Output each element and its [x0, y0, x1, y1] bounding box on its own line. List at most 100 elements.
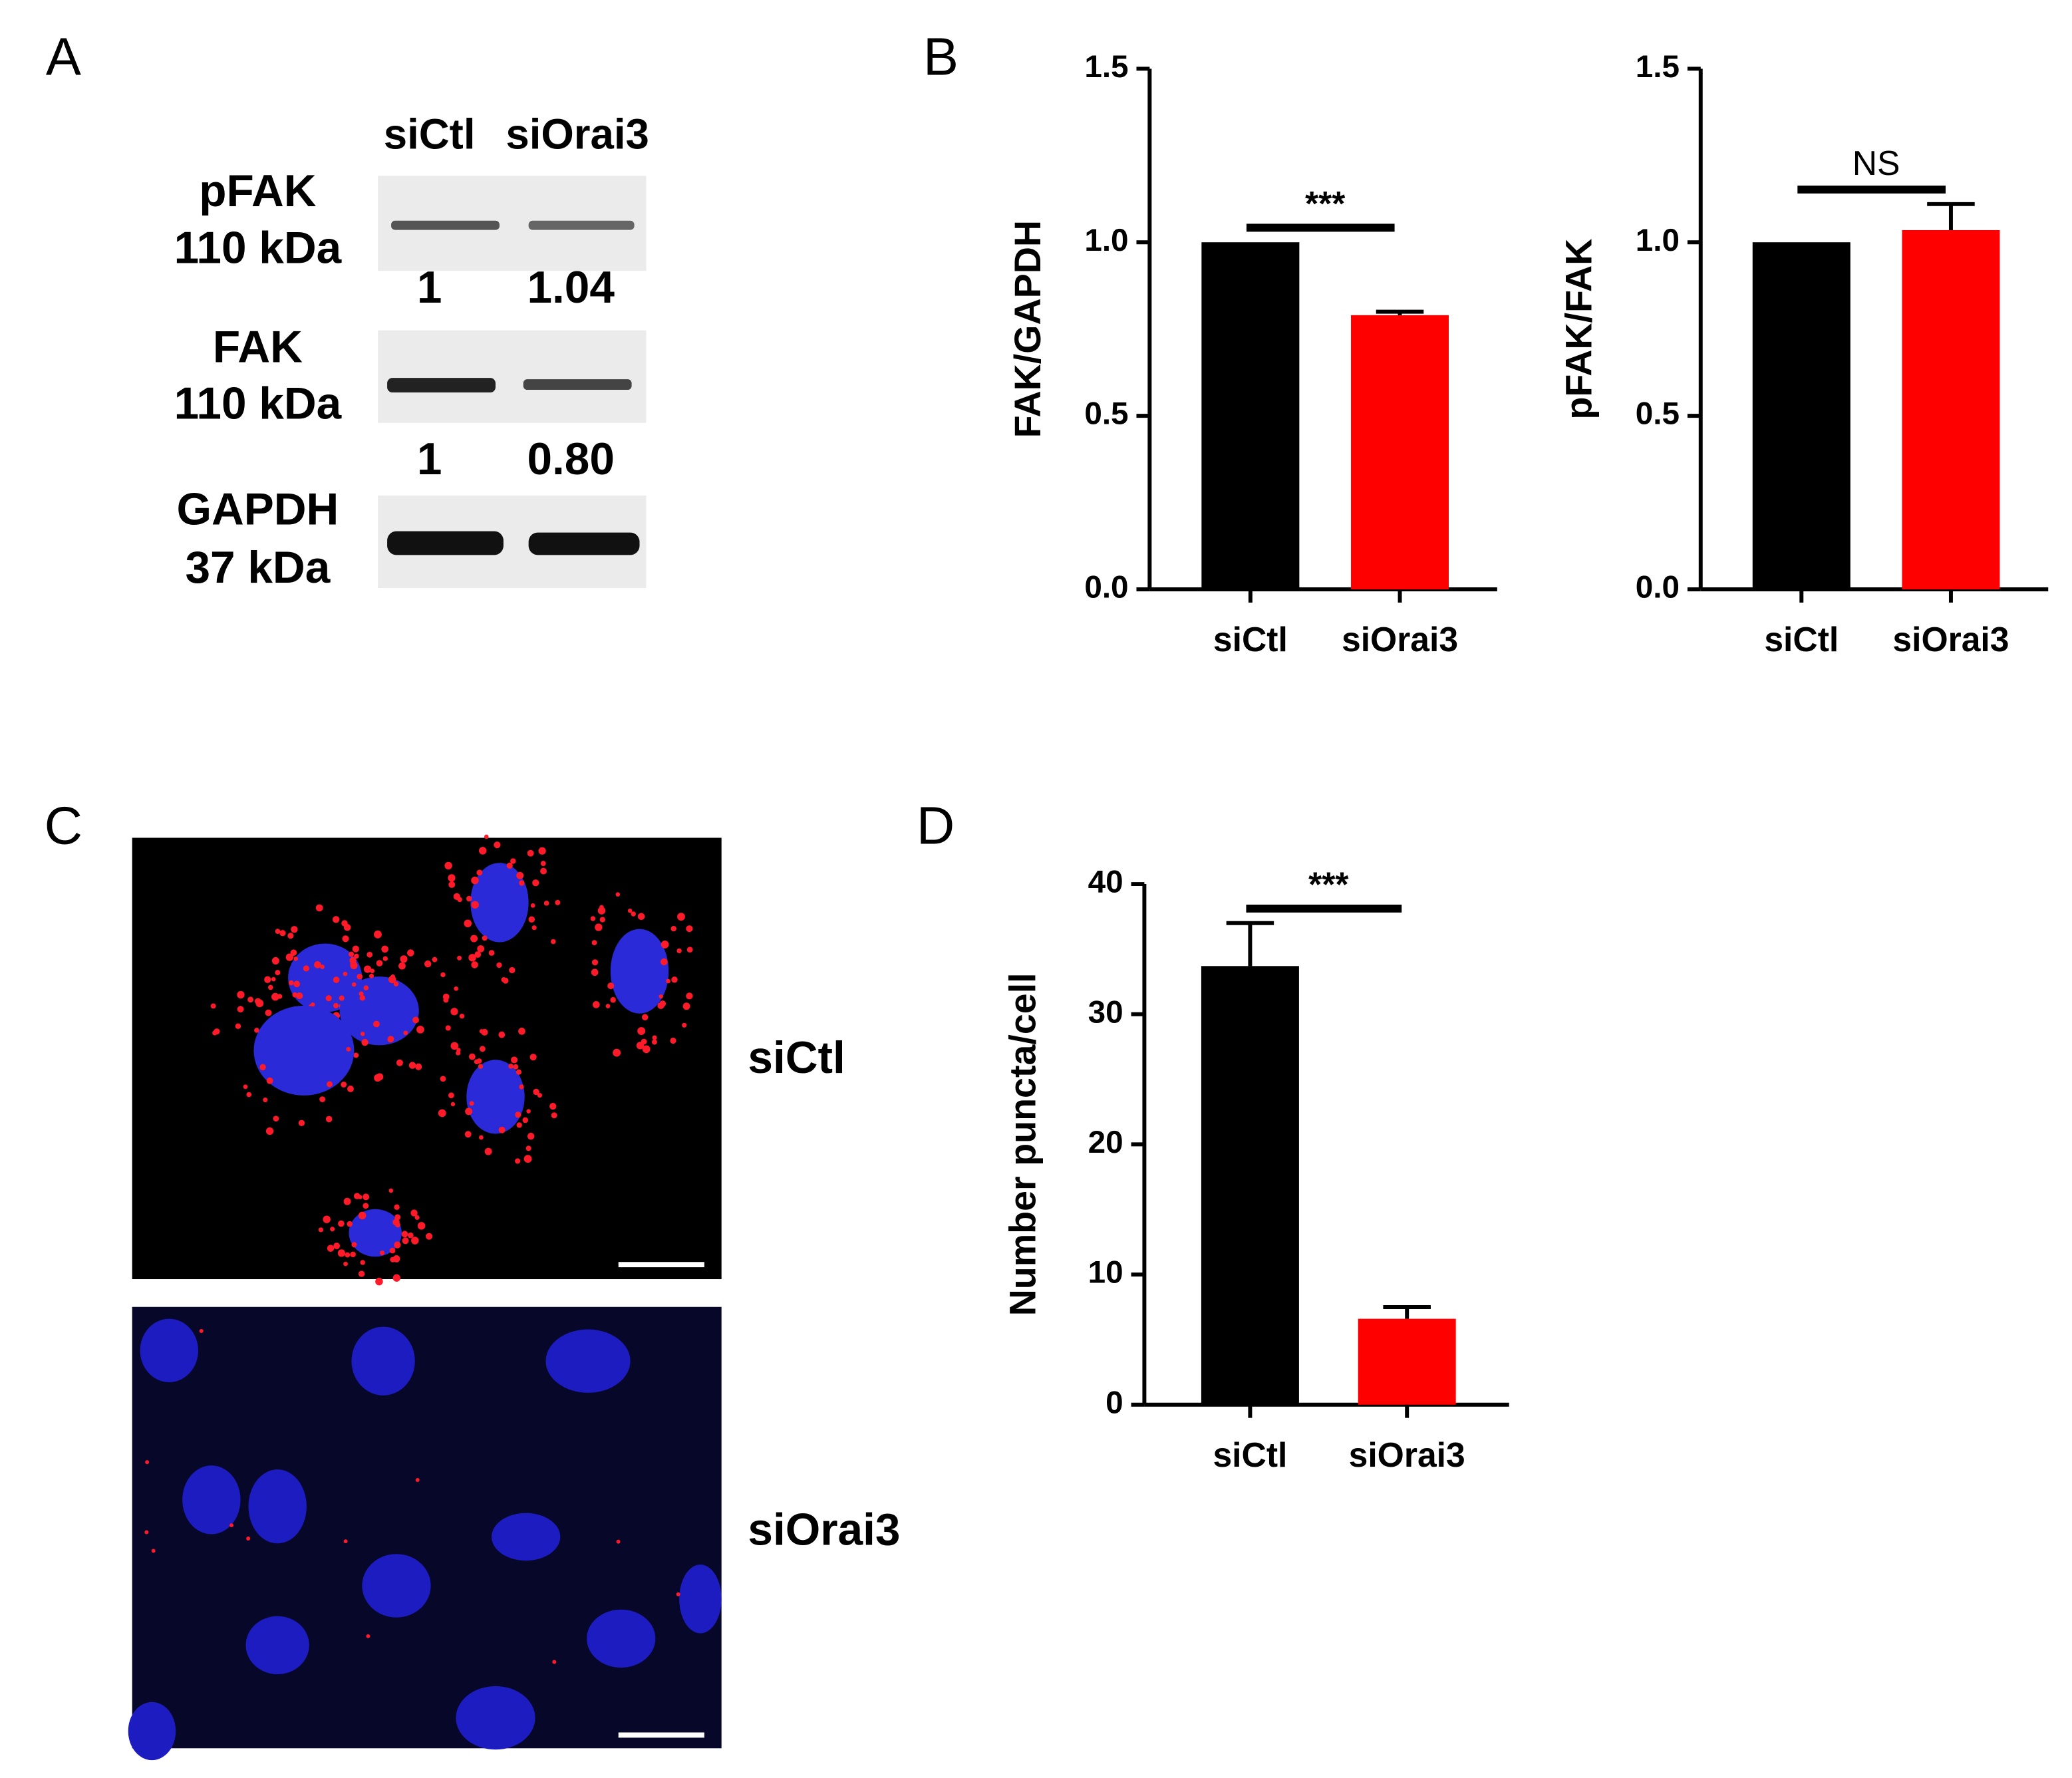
nucleus [339, 976, 419, 1046]
puncta [320, 964, 325, 969]
puncta [390, 974, 395, 979]
y-tick-label: 0.5 [1084, 396, 1128, 432]
significance-label: *** [1305, 184, 1346, 223]
micrograph [132, 834, 722, 1286]
puncta [444, 861, 452, 870]
puncta [341, 1082, 347, 1088]
puncta [393, 981, 399, 986]
blot-size: 110 kDa [174, 379, 342, 429]
puncta [319, 1096, 326, 1103]
panel-letter: D [917, 796, 955, 855]
puncta [543, 900, 549, 906]
puncta [347, 1221, 353, 1227]
puncta [527, 1132, 535, 1140]
puncta [263, 1098, 268, 1103]
x-tick-label: siOrai3 [1349, 1435, 1465, 1474]
puncta [464, 1131, 472, 1138]
puncta [551, 1112, 557, 1119]
bar [1752, 242, 1850, 590]
puncta [532, 879, 539, 887]
puncta [615, 892, 621, 897]
puncta [354, 953, 359, 959]
blot-size: 37 kDa [186, 543, 331, 593]
puncta [457, 955, 462, 961]
puncta [426, 1233, 433, 1240]
puncta [478, 847, 487, 855]
puncta [676, 1592, 680, 1596]
puncta [522, 1117, 529, 1123]
puncta [443, 997, 449, 1003]
puncta [530, 903, 535, 908]
puncta [627, 908, 633, 913]
puncta [641, 1038, 647, 1045]
puncta [661, 958, 668, 966]
puncta [591, 940, 597, 946]
puncta [259, 1064, 266, 1071]
puncta [199, 1329, 204, 1333]
puncta [369, 973, 374, 978]
lane-label: siOrai3 [506, 110, 649, 158]
puncta [396, 1059, 403, 1066]
puncta [508, 1064, 514, 1069]
puncta [515, 1111, 521, 1118]
blot-protein: FAK [213, 322, 303, 372]
puncta [676, 948, 682, 954]
puncta [661, 941, 669, 949]
y-tick-label: 0.5 [1636, 396, 1680, 432]
puncta [511, 1056, 518, 1064]
puncta [350, 1251, 356, 1258]
puncta [488, 950, 495, 956]
puncta [392, 1255, 400, 1262]
nucleus [253, 1005, 355, 1096]
puncta [440, 1076, 446, 1082]
puncta [361, 1038, 369, 1046]
y-tick-label: 1.5 [1636, 49, 1680, 84]
puncta [450, 1042, 459, 1050]
puncta [417, 1222, 426, 1230]
panel-letter: A [46, 27, 81, 86]
puncta [519, 880, 525, 886]
puncta [498, 1126, 506, 1133]
lane-label: siCtl [384, 110, 476, 158]
puncta [326, 1081, 333, 1088]
puncta [351, 1242, 357, 1248]
puncta [264, 976, 271, 983]
puncta [376, 960, 383, 966]
puncta [360, 1032, 365, 1036]
puncta [333, 1002, 339, 1008]
nucleus [248, 1469, 307, 1544]
puncta [352, 945, 359, 953]
nucleus [351, 1326, 415, 1396]
panel-letter: C [45, 796, 82, 855]
puncta [471, 901, 479, 909]
y-axis-label: FAK/GAPDH [1007, 220, 1048, 438]
puncta [285, 953, 294, 961]
y-tick-label: 20 [1088, 1125, 1123, 1160]
bar [1358, 1318, 1456, 1405]
puncta [484, 1147, 492, 1155]
nucleus [140, 1318, 198, 1383]
puncta [550, 939, 556, 945]
puncta [682, 1002, 690, 1010]
puncta [415, 1478, 420, 1482]
puncta [540, 867, 547, 875]
puncta [448, 1092, 454, 1099]
blot-protein: GAPDH [176, 485, 339, 535]
puncta [479, 1046, 486, 1052]
puncta [506, 862, 513, 869]
puncta [592, 1001, 600, 1008]
y-tick-label: 10 [1088, 1255, 1123, 1290]
puncta [151, 1549, 156, 1553]
puncta [229, 1523, 233, 1528]
puncta [288, 980, 294, 986]
nucleus [466, 1060, 525, 1134]
puncta [438, 1109, 446, 1117]
puncta [537, 1093, 543, 1098]
puncta [243, 1084, 248, 1090]
puncta [359, 995, 366, 1001]
blot-strip [378, 495, 647, 589]
y-tick-label: 1.0 [1636, 223, 1680, 258]
y-tick-label: 0.0 [1636, 570, 1680, 605]
